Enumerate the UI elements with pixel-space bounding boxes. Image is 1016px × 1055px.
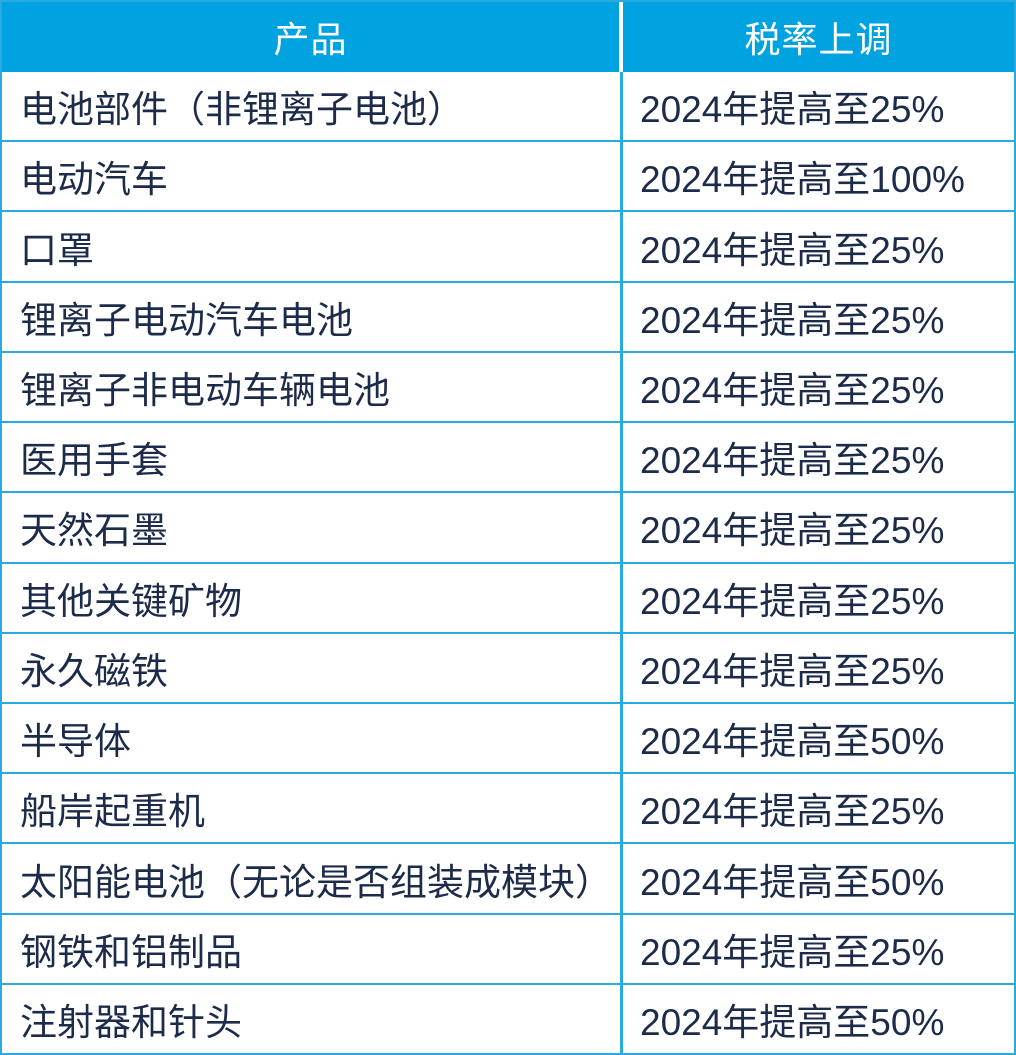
column-header-rate-increase: 税率上调 [744,19,893,60]
product-cell: 注射器和针头 [2,984,623,1054]
product-cell: 船岸起重机 [2,774,623,843]
product-cell: 口罩 [2,212,623,281]
table-row: 永久磁铁 2024年提高至25% [2,631,1014,702]
rate-cell: 2024年提高至50% [640,861,945,903]
product-cell: 锂离子非电动车辆电池 [2,352,623,422]
rate-cell: 2024年提高至25% [640,650,945,692]
product-cell: 天然石墨 [2,493,623,562]
table-row: 船岸起重机 2024年提高至25% [2,772,1014,843]
rate-cell: 2024年提高至25% [640,931,945,973]
table-row: 口罩 2024年提高至25% [2,210,1014,281]
table-row: 医用手套 2024年提高至25% [2,421,1014,492]
product-cell: 其他关键矿物 [2,563,623,632]
table-row: 锂离子电动汽车电池 2024年提高至25% [2,280,1014,351]
table-row: 电池部件（非锂离子电池） 2024年提高至25% [2,72,1014,141]
table-row: 电动汽车 2024年提高至100% [2,140,1014,211]
product-cell: 医用手套 [2,423,623,492]
table-row: 注射器和针头 2024年提高至50% [2,982,1014,1054]
rate-cell: 2024年提高至50% [640,721,945,763]
table-header-row: 产品 税率上调 [2,2,1014,72]
rate-cell: 2024年提高至25% [640,299,945,341]
rate-cell: 2024年提高至25% [640,440,945,482]
table-row: 天然石墨 2024年提高至25% [2,491,1014,562]
column-header-product: 产品 [2,2,623,72]
product-cell: 电动汽车 [2,142,623,211]
rate-cell: 2024年提高至100% [640,159,965,201]
rate-cell: 2024年提高至25% [640,510,945,552]
rate-cell: 2024年提高至25% [640,791,945,833]
product-cell: 永久磁铁 [2,633,623,702]
product-cell: 太阳能电池（无论是否组装成模块） [2,844,623,913]
table-row: 太阳能电池（无论是否组装成模块） 2024年提高至50% [2,842,1014,913]
product-cell: 半导体 [2,703,623,773]
table-row: 其他关键矿物 2024年提高至25% [2,561,1014,632]
rate-cell: 2024年提高至25% [640,369,945,411]
product-cell: 电池部件（非锂离子电池） [2,72,623,141]
table-row: 锂离子非电动车辆电池 2024年提高至25% [2,350,1014,422]
rate-cell: 2024年提高至25% [640,580,945,622]
table-row: 钢铁和铝制品 2024年提高至25% [2,912,1014,983]
rate-cell: 2024年提高至50% [640,1001,945,1043]
product-cell: 钢铁和铝制品 [2,914,623,983]
product-cell: 锂离子电动汽车电池 [2,282,623,351]
rate-cell: 2024年提高至25% [640,229,945,271]
rate-cell: 2024年提高至25% [640,89,945,131]
table-row: 半导体 2024年提高至50% [2,701,1014,773]
